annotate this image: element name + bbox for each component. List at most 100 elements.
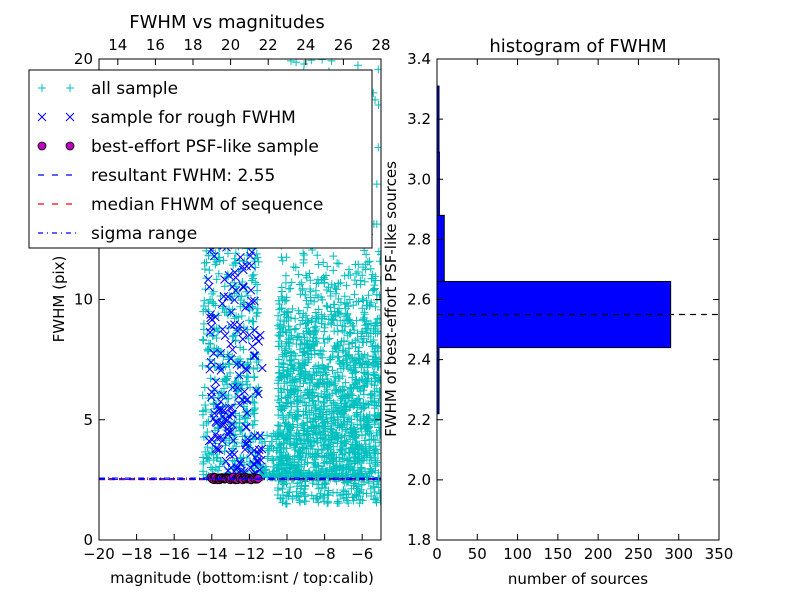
plus-point bbox=[331, 289, 340, 298]
legend-box bbox=[28, 69, 373, 249]
plus-point bbox=[250, 372, 259, 381]
plus-point bbox=[366, 464, 375, 473]
plus-point bbox=[356, 469, 365, 478]
plus-point bbox=[273, 452, 282, 461]
plus-point bbox=[223, 249, 232, 258]
plus-point bbox=[371, 495, 380, 504]
x-point bbox=[255, 465, 265, 475]
left-x-tick-label: −8 bbox=[314, 545, 336, 563]
plus-point bbox=[308, 444, 317, 453]
plus-point bbox=[348, 373, 357, 382]
plus-point bbox=[366, 393, 375, 402]
left-panel: FWHM vs magnitudes −20 −18 −16 −14 −12 −10 −8−… bbox=[28, 12, 391, 587]
x-point bbox=[211, 377, 221, 387]
plus-point bbox=[364, 479, 373, 488]
plus-point bbox=[199, 336, 208, 345]
legend: all sample sample for rough FWHM best-effo… bbox=[28, 69, 373, 249]
legend-marker bbox=[37, 112, 47, 122]
x-point bbox=[228, 282, 237, 292]
right-x-tick-label: 100 bbox=[503, 545, 532, 563]
right-x-tick-label: 150 bbox=[544, 545, 573, 563]
plus-point bbox=[227, 383, 236, 392]
plus-point bbox=[208, 465, 217, 474]
plus-point bbox=[342, 455, 351, 464]
plus-point bbox=[311, 421, 320, 430]
plus-point bbox=[329, 398, 338, 407]
plus-point bbox=[356, 495, 365, 504]
plus-point bbox=[223, 372, 232, 381]
plus-point bbox=[307, 350, 316, 359]
plus-point bbox=[296, 451, 305, 460]
x-point bbox=[216, 365, 226, 375]
plus-point bbox=[284, 492, 293, 501]
plus-point bbox=[219, 256, 228, 265]
left-top-tick-label: 18 bbox=[183, 36, 202, 54]
plus-point bbox=[329, 252, 338, 261]
x-point bbox=[218, 421, 227, 431]
legend-label: sample for rough FWHM bbox=[91, 108, 296, 128]
x-point bbox=[234, 392, 244, 402]
plus-point bbox=[283, 398, 292, 407]
plus-point bbox=[311, 286, 320, 295]
plus-point bbox=[364, 469, 373, 478]
plus-point bbox=[374, 100, 381, 109]
left-x-tick-label: −12 bbox=[234, 545, 266, 563]
plus-point bbox=[323, 449, 332, 458]
plus-point bbox=[376, 402, 381, 411]
plus-point bbox=[292, 340, 301, 349]
plus-point bbox=[354, 260, 363, 269]
plus-point bbox=[294, 270, 303, 279]
left-y-top-label: 20 bbox=[74, 50, 93, 68]
plus-point bbox=[333, 368, 342, 377]
plus-point bbox=[343, 456, 352, 465]
plus-point bbox=[376, 423, 381, 432]
plus-point bbox=[317, 465, 326, 474]
plus-point bbox=[301, 439, 310, 448]
plus-point bbox=[301, 376, 310, 385]
plus-point bbox=[345, 344, 354, 353]
plus-point bbox=[320, 480, 329, 489]
plus-point bbox=[305, 370, 314, 379]
x-point bbox=[257, 363, 267, 373]
plus-point bbox=[370, 401, 379, 410]
legend-label: resultant FWHM: 2.55 bbox=[91, 166, 275, 186]
plus-point bbox=[212, 275, 221, 284]
plus-point bbox=[362, 320, 371, 329]
plus-point bbox=[343, 398, 352, 407]
plus-point bbox=[306, 379, 315, 388]
x-point bbox=[218, 324, 227, 334]
x-point bbox=[246, 251, 255, 261]
plus-point bbox=[290, 443, 299, 452]
plus-point bbox=[365, 410, 374, 419]
plus-point bbox=[339, 336, 348, 345]
plus-point bbox=[366, 264, 375, 273]
plus-point bbox=[300, 497, 309, 506]
plus-point bbox=[294, 458, 303, 467]
x-point bbox=[204, 282, 214, 292]
plus-point bbox=[373, 458, 381, 467]
x-point bbox=[209, 251, 219, 261]
plus-point bbox=[211, 249, 220, 258]
plus-point bbox=[361, 444, 370, 453]
plus-point bbox=[300, 356, 309, 365]
plus-point bbox=[314, 260, 323, 269]
plus-point bbox=[317, 453, 326, 462]
legend-label: median FHWM of sequence bbox=[91, 195, 323, 215]
plus-point bbox=[282, 344, 291, 353]
plus-point bbox=[352, 269, 361, 278]
x-point bbox=[226, 307, 236, 317]
plus-point bbox=[344, 414, 353, 423]
plus-point bbox=[290, 414, 299, 423]
x-point bbox=[254, 449, 264, 459]
plus-point bbox=[327, 434, 336, 443]
plus-point bbox=[217, 388, 226, 397]
plus-point bbox=[206, 295, 215, 304]
plus-point bbox=[303, 316, 312, 325]
plus-point bbox=[282, 499, 291, 508]
plus-point bbox=[353, 335, 362, 344]
plus-point bbox=[363, 351, 372, 360]
plus-point bbox=[359, 399, 368, 408]
plus-point bbox=[286, 369, 295, 378]
x-point bbox=[230, 268, 240, 277]
plus-point bbox=[279, 360, 288, 369]
